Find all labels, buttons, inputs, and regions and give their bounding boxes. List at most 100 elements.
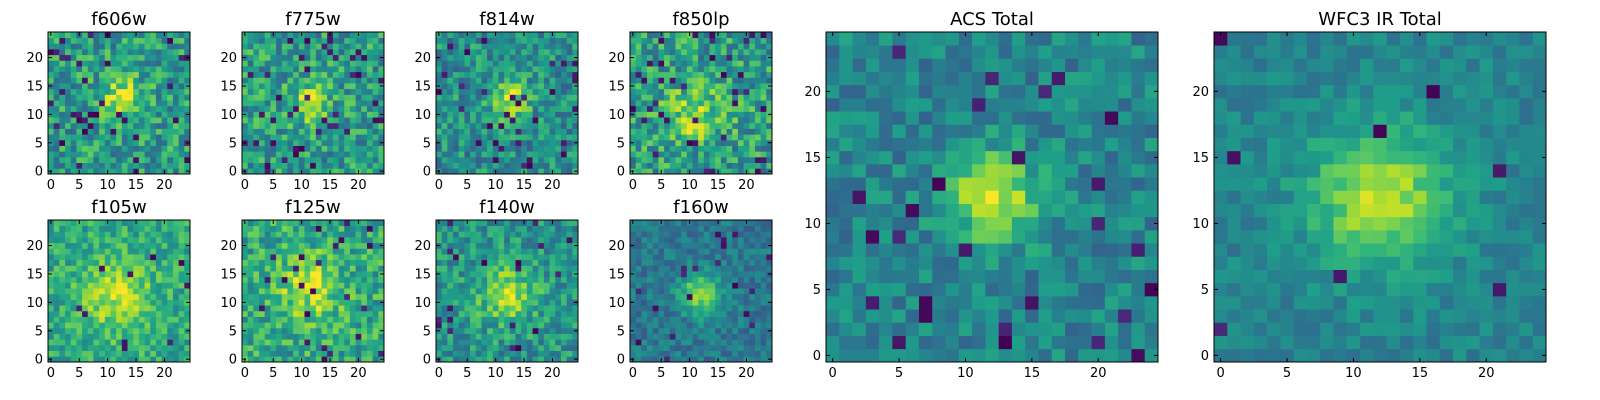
heatmap-cell [53, 71, 60, 78]
heatmap-cell [726, 66, 733, 73]
heatmap-cell [155, 122, 162, 129]
heatmap-cell [155, 271, 162, 278]
heatmap-cell [155, 139, 162, 146]
heatmap-cell [344, 242, 351, 249]
heatmap-cell [658, 83, 665, 90]
heatmap-cell [441, 60, 448, 67]
heatmap-cell [669, 77, 676, 84]
heatmap-cell [572, 282, 579, 289]
heatmap-cell [116, 111, 123, 118]
heatmap-cell [538, 322, 545, 329]
heatmap-cell [349, 100, 356, 107]
heatmap-cell [470, 66, 477, 73]
heatmap-cell [144, 327, 151, 334]
heatmap-cell [332, 156, 339, 163]
heatmap-cell [87, 333, 94, 340]
heatmap-cell [647, 356, 654, 363]
heatmap-cell [458, 156, 465, 163]
heatmap-cell [349, 231, 356, 238]
heatmap-cell [669, 271, 676, 278]
heatmap-cell [48, 231, 55, 238]
heatmap-cell [242, 100, 249, 107]
heatmap-cell [270, 94, 277, 101]
heatmap-cell [167, 151, 174, 158]
heatmap-cell [361, 271, 368, 278]
heatmap-cell [760, 299, 767, 306]
heatmap-cell [270, 333, 277, 340]
heatmap-cell [327, 37, 334, 44]
heatmap-cell [93, 49, 100, 56]
heatmap-cell [470, 49, 477, 56]
heatmap-cell [549, 276, 556, 283]
heatmap-cell [447, 32, 454, 39]
heatmap-cell [754, 43, 761, 50]
heatmap-cell [121, 134, 128, 141]
heatmap-cell [366, 49, 373, 56]
heatmap-cell [138, 225, 145, 232]
heatmap-cell [372, 60, 379, 67]
heatmap-cell [138, 66, 145, 73]
heatmap-cell [99, 117, 106, 124]
heatmap-cell [138, 350, 145, 357]
heatmap-cell [310, 122, 317, 129]
heatmap-cell [253, 88, 260, 95]
heatmap-cell [310, 333, 317, 340]
heatmap-cell [355, 37, 362, 44]
heatmap-cell [167, 83, 174, 90]
heatmap-cell [104, 322, 111, 329]
heatmap-cell [703, 327, 710, 334]
heatmap-cell [53, 305, 60, 312]
heatmap-cell [293, 117, 300, 124]
heatmap-cell [184, 100, 191, 107]
heatmap-cell [715, 37, 722, 44]
heatmap-cell [304, 60, 311, 67]
heatmap-cell [59, 259, 66, 266]
heatmap-cell [48, 254, 55, 261]
heatmap-cell [344, 77, 351, 84]
heatmap-cell [338, 350, 345, 357]
heatmap-cell [366, 231, 373, 238]
heatmap-cell [658, 299, 665, 306]
heatmap-cell [555, 305, 562, 312]
heatmap-cell [481, 145, 488, 152]
heatmap-cell [70, 288, 77, 295]
heatmap-cell [304, 322, 311, 329]
heatmap-cell [344, 350, 351, 357]
heatmap-cell [48, 316, 55, 323]
heatmap-cell [281, 225, 288, 232]
heatmap-cell [498, 305, 505, 312]
heatmap-cell [732, 282, 739, 289]
heatmap-cell [441, 310, 448, 317]
heatmap-cell [253, 293, 260, 300]
heatmap-cell [686, 156, 693, 163]
heatmap-cell [53, 356, 60, 363]
heatmap-cell [178, 94, 185, 101]
heatmap-cell [692, 105, 699, 112]
heatmap-cell [766, 282, 773, 289]
heatmap-cell [464, 94, 471, 101]
heatmap-cell [464, 151, 471, 158]
heatmap-cell [87, 225, 94, 232]
heatmap-cell [298, 83, 305, 90]
heatmap-cell [259, 77, 266, 84]
heatmap-cell [321, 145, 328, 152]
heatmap-cells [436, 32, 579, 175]
heatmap-cell [70, 333, 77, 340]
heatmap-cell [737, 282, 744, 289]
heatmap-cell [498, 265, 505, 272]
heatmap-cell [48, 105, 55, 112]
heatmap-cell [65, 117, 72, 124]
heatmap-cell [242, 231, 249, 238]
heatmap-cell [93, 339, 100, 346]
heatmap-cell [355, 122, 362, 129]
heatmap-cell [543, 322, 550, 329]
heatmap-cell [635, 327, 642, 334]
heatmap-cell [184, 156, 191, 163]
panel-title: f814w [479, 9, 534, 30]
heatmap-cell [635, 66, 642, 73]
heatmap-cell [526, 134, 533, 141]
heatmap-cell [99, 71, 106, 78]
heatmap-cell [344, 271, 351, 278]
heatmap-cell [760, 356, 767, 363]
